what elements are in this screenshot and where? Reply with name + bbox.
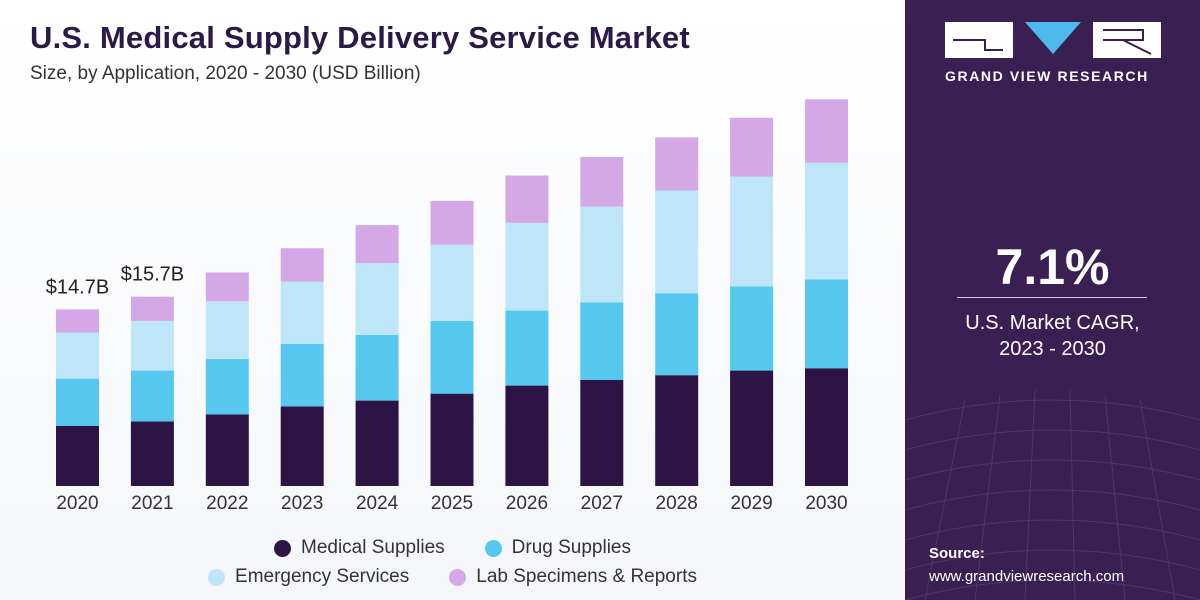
legend-label: Drug Supplies bbox=[511, 537, 631, 558]
x-tick-label: 2026 bbox=[506, 493, 548, 514]
chart-title: U.S. Medical Supply Delivery Service Mar… bbox=[30, 20, 690, 55]
x-tick-label: 2029 bbox=[730, 493, 772, 514]
bar-2020-series-0 bbox=[56, 425, 99, 486]
logo-tile-r bbox=[1093, 22, 1161, 58]
cagr-label: U.S. Market CAGR, 2023 - 2030 bbox=[905, 310, 1200, 362]
data-label-2021: $15.7B bbox=[121, 264, 184, 286]
cagr-label-line-1: U.S. Market CAGR, bbox=[965, 312, 1140, 334]
legend-row-1: Medical Supplies Drug Supplies bbox=[0, 537, 905, 559]
x-tick-label: 2023 bbox=[281, 493, 323, 514]
chart-panel: U.S. Medical Supply Delivery Service Mar… bbox=[0, 0, 905, 600]
x-tick-label: 2028 bbox=[656, 493, 698, 514]
legend-item: Emergency Services bbox=[208, 566, 409, 588]
bar-2022-series-1 bbox=[205, 359, 249, 415]
bar-2021-series-0 bbox=[130, 421, 174, 486]
bar-2028-series-0 bbox=[655, 375, 699, 486]
bar-2024-series-1 bbox=[355, 334, 399, 401]
bar-2021-series-3 bbox=[130, 296, 174, 321]
bar-2021-series-2 bbox=[130, 320, 174, 371]
bar-2023-series-3 bbox=[280, 248, 324, 282]
data-label-2020: $14.7B bbox=[46, 276, 109, 298]
x-tick-label: 2022 bbox=[206, 493, 248, 514]
legend-item: Lab Specimens & Reports bbox=[449, 566, 697, 588]
legend-row-2: Emergency Services Lab Specimens & Report… bbox=[0, 566, 905, 588]
x-tick-label: 2021 bbox=[131, 493, 173, 514]
legend-label: Lab Specimens & Reports bbox=[476, 566, 697, 587]
bar-2020-series-1 bbox=[56, 378, 99, 426]
logo-tile-g bbox=[945, 22, 1013, 58]
decorative-grid-background bbox=[905, 389, 1200, 600]
bar-2029-series-1 bbox=[730, 286, 774, 371]
brand-logo: GRAND VIEW RESEARCH bbox=[945, 22, 1161, 84]
bar-2027-series-1 bbox=[580, 302, 624, 380]
bar-2024-series-0 bbox=[355, 400, 399, 486]
bar-2025-series-1 bbox=[430, 320, 474, 394]
bar-2028-series-1 bbox=[655, 293, 699, 376]
legend-label: Emergency Services bbox=[235, 566, 410, 587]
x-tick-label: 2027 bbox=[581, 493, 623, 514]
bar-2021-series-1 bbox=[130, 370, 174, 422]
bar-2022-series-2 bbox=[205, 301, 249, 360]
bar-2026-series-1 bbox=[505, 310, 549, 386]
logo-r-icon bbox=[1103, 29, 1152, 55]
bar-2026-series-0 bbox=[505, 385, 549, 486]
bar-2023-series-2 bbox=[280, 281, 324, 345]
legend-item: Drug Supplies bbox=[484, 537, 631, 559]
bar-2020-series-2 bbox=[56, 332, 99, 379]
bar-2029-series-3 bbox=[730, 117, 774, 177]
x-tick-label: 2030 bbox=[805, 493, 847, 514]
cagr-value: 7.1% bbox=[995, 239, 1110, 295]
logo-g-icon bbox=[953, 39, 1003, 51]
bar-2030-series-2 bbox=[805, 162, 848, 280]
bar-2023-series-0 bbox=[280, 406, 324, 486]
bar-2027-series-2 bbox=[580, 206, 624, 303]
bar-2027-series-3 bbox=[580, 157, 624, 207]
legend-swatch bbox=[484, 539, 502, 557]
source-label: Source: bbox=[929, 545, 985, 562]
bar-2025-series-0 bbox=[430, 393, 474, 486]
logo-tile-v bbox=[1019, 22, 1087, 58]
bar-2027-series-0 bbox=[580, 379, 624, 486]
bar-2024-series-3 bbox=[355, 225, 399, 264]
legend-item: Medical Supplies bbox=[274, 537, 445, 559]
sidebar-panel: GRAND VIEW RESEARCH 7.1% U.S. Market CAG… bbox=[905, 0, 1200, 600]
legend-swatch bbox=[208, 568, 226, 586]
bar-2025-series-3 bbox=[430, 200, 474, 245]
bar-2024-series-2 bbox=[355, 263, 399, 335]
bar-2029-series-2 bbox=[730, 176, 774, 287]
cagr-divider bbox=[957, 297, 1147, 298]
legend-label: Medical Supplies bbox=[301, 537, 445, 558]
stacked-bar-chart: 2020 2021 2022 2023 2024 2025 2026 2027 2028 2029… bbox=[46, 99, 848, 514]
bar-2030-series-1 bbox=[805, 279, 848, 369]
cagr-label-line-2: 2023 - 2030 bbox=[999, 338, 1106, 360]
chart-subtitle: Size, by Application, 2020 - 2030 (USD B… bbox=[30, 63, 421, 84]
bar-2022-series-3 bbox=[205, 272, 249, 302]
bar-2025-series-2 bbox=[430, 244, 474, 321]
legend-swatch bbox=[274, 539, 291, 557]
bar-2026-series-3 bbox=[505, 175, 549, 223]
bar-2028-series-2 bbox=[655, 190, 699, 294]
bar-2030-series-3 bbox=[805, 99, 848, 163]
bar-2023-series-1 bbox=[280, 344, 324, 407]
brand-name: GRAND VIEW RESEARCH bbox=[945, 68, 1149, 84]
bar-2026-series-2 bbox=[505, 222, 549, 311]
bar-2029-series-0 bbox=[730, 370, 774, 486]
x-tick-label: 2024 bbox=[356, 493, 399, 514]
logo-v-triangle-icon bbox=[1025, 22, 1081, 54]
logo-tiles bbox=[945, 22, 1161, 58]
bar-2022-series-0 bbox=[205, 414, 249, 486]
bar-2020-series-3 bbox=[56, 309, 99, 333]
bar-2030-series-0 bbox=[805, 368, 848, 486]
x-tick-label: 2025 bbox=[431, 493, 473, 514]
source-url: www.grandviewresearch.com bbox=[929, 568, 1125, 585]
legend-swatch bbox=[449, 568, 467, 586]
bar-2028-series-3 bbox=[655, 137, 699, 191]
x-tick-label: 2020 bbox=[56, 493, 98, 514]
